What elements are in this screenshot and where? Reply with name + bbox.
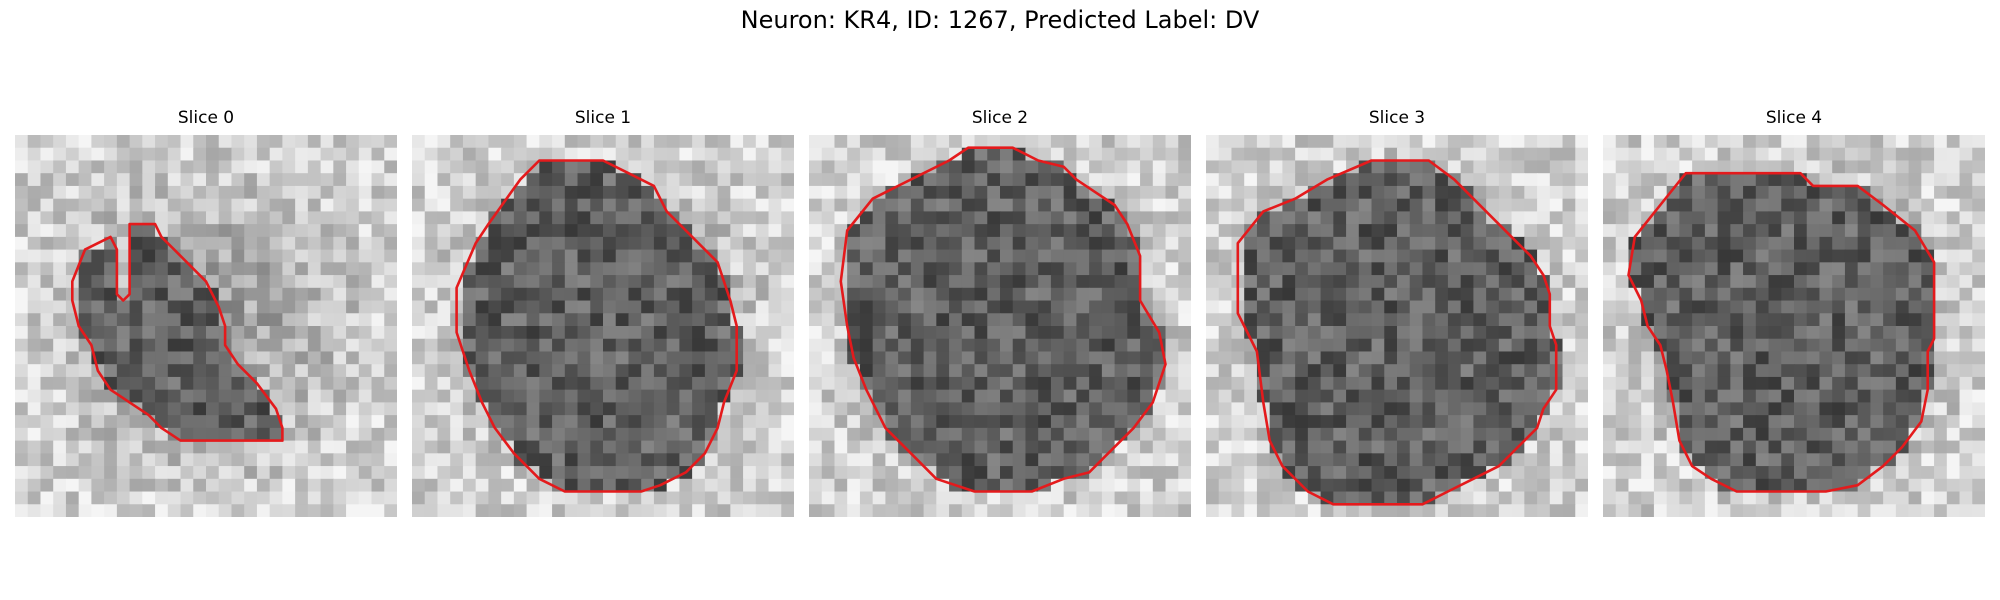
slice-heatmap-3 [1206, 135, 1588, 517]
contour-outline-3 [1236, 159, 1558, 506]
slice-heatmap-4 [1603, 135, 1985, 517]
slice-heatmap-1 [412, 135, 794, 517]
slice-image-0 [15, 135, 397, 517]
figure-title: Neuron: KR4, ID: 1267, Predicted Label: … [740, 6, 1260, 34]
slice-title-4: Slice 4 [1765, 108, 1823, 128]
pixel-grid [1206, 135, 1588, 517]
slice-title-0: Slice 0 [177, 108, 235, 128]
slice-title-1: Slice 1 [574, 108, 632, 128]
slice-heatmap-2 [809, 135, 1191, 517]
contour-outline-1 [455, 159, 739, 493]
slice-image-4 [1603, 135, 1985, 517]
slice-image-2 [809, 135, 1191, 517]
slice-title-2: Slice 2 [971, 108, 1029, 128]
pixel-grid [412, 135, 794, 517]
pixel-grid [809, 135, 1191, 517]
pixel-grid [15, 135, 397, 517]
slice-heatmap-0 [15, 135, 397, 517]
slice-title-3: Slice 3 [1368, 108, 1426, 128]
slice-image-1 [412, 135, 794, 517]
contour-outline-2 [839, 146, 1167, 493]
pixel-grid [1603, 135, 1985, 517]
slice-image-3 [1206, 135, 1588, 517]
contour-outline-4 [1627, 171, 1936, 493]
contour-outline-0 [70, 222, 284, 442]
